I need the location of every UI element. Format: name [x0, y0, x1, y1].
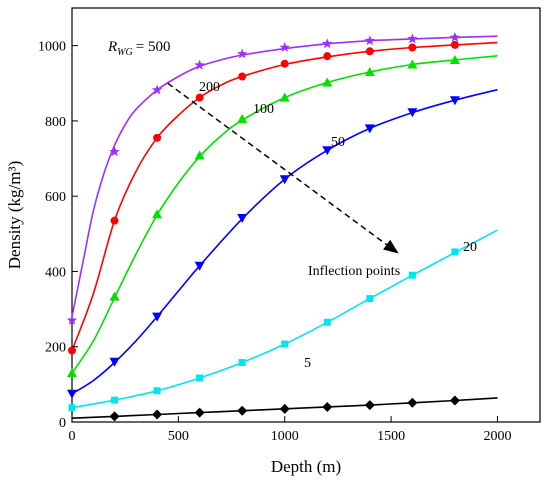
series-200	[68, 40, 498, 355]
data-point	[109, 291, 120, 301]
data-point	[365, 47, 374, 56]
data-point	[237, 405, 248, 416]
data-point	[322, 146, 333, 156]
inflection-arrow	[167, 82, 399, 254]
data-point	[449, 96, 460, 106]
data-point	[237, 214, 248, 224]
series-label-5: 5	[304, 356, 311, 371]
rwg-label: RWG = 500	[107, 39, 170, 58]
data-point	[279, 92, 290, 102]
data-point	[323, 318, 331, 326]
data-point	[364, 400, 375, 411]
data-point	[109, 146, 120, 157]
data-point	[281, 340, 289, 348]
x-tick-label: 1000	[271, 429, 299, 444]
series-line	[71, 229, 498, 409]
data-point	[153, 133, 162, 142]
data-point	[67, 368, 77, 378]
series-100	[67, 54, 498, 378]
data-point	[408, 43, 417, 52]
data-point	[67, 389, 77, 399]
series-line	[71, 35, 498, 317]
series-label-50: 50	[331, 135, 345, 150]
data-point	[68, 404, 76, 412]
data-point	[194, 261, 205, 271]
data-point	[152, 312, 163, 322]
data-point	[279, 175, 290, 185]
data-point	[366, 295, 374, 303]
series-20	[68, 229, 498, 412]
data-point	[152, 409, 163, 420]
data-point	[451, 248, 459, 256]
data-point	[153, 387, 161, 395]
data-point	[238, 72, 247, 81]
data-point	[450, 40, 459, 49]
series-label-100: 100	[253, 102, 274, 117]
data-point	[322, 401, 333, 412]
data-point	[407, 33, 418, 44]
x-tick-label: 0	[69, 429, 76, 444]
data-point	[322, 38, 333, 49]
data-point	[195, 93, 204, 102]
data-point	[237, 114, 248, 124]
data-point	[364, 124, 375, 134]
data-point	[323, 52, 332, 61]
inflection-label: Inflection points	[308, 264, 400, 279]
data-point	[280, 59, 289, 68]
series-label-200: 200	[199, 80, 220, 95]
data-point	[151, 84, 163, 95]
data-point	[279, 403, 290, 414]
data-point	[194, 407, 205, 418]
data-point	[364, 35, 375, 46]
x-tick-label: 2000	[483, 429, 511, 444]
data-point	[109, 357, 120, 367]
data-point	[279, 42, 290, 52]
data-point	[408, 271, 416, 279]
data-point	[110, 216, 119, 225]
data-point	[152, 209, 163, 219]
y-tick-label: 600	[45, 190, 66, 205]
series-500	[66, 31, 498, 325]
plot-frame	[71, 7, 541, 423]
x-tick-label: 1500	[377, 429, 405, 444]
data-point	[238, 359, 246, 367]
data-point	[109, 411, 120, 422]
series-line	[71, 55, 498, 374]
y-tick-label: 1000	[38, 40, 66, 55]
y-tick-label: 400	[45, 265, 66, 280]
series-5	[71, 395, 498, 422]
data-point	[449, 395, 460, 406]
x-tick-label: 500	[168, 429, 189, 444]
series-layer	[66, 31, 498, 422]
data-point	[364, 66, 375, 76]
data-point	[194, 59, 205, 70]
data-point	[237, 48, 248, 59]
data-point	[449, 54, 460, 64]
data-point	[68, 346, 76, 355]
series-line	[71, 41, 498, 351]
y-tick-label: 0	[59, 416, 66, 431]
data-point	[449, 31, 461, 42]
data-point	[194, 150, 205, 160]
y-axis-title: Density (kg/m³)	[5, 161, 24, 270]
data-point	[407, 59, 418, 69]
axis-layer: 0 500 1000 1500 2000 0 200 400 600 800 1000	[38, 40, 511, 444]
series-50	[67, 88, 498, 399]
series-line	[71, 88, 498, 395]
series-label-20: 20	[463, 240, 477, 255]
x-axis-title: Depth (m)	[271, 457, 341, 476]
data-point	[196, 374, 204, 382]
y-tick-label: 800	[45, 115, 66, 130]
data-point	[322, 77, 333, 87]
data-point	[111, 396, 119, 404]
y-tick-label: 200	[45, 341, 66, 356]
data-point	[407, 108, 418, 118]
annotation-layer: RWG = 500 200 100 50 20 5 Inflection points	[107, 39, 477, 371]
data-point	[66, 314, 78, 325]
data-point	[407, 397, 418, 408]
